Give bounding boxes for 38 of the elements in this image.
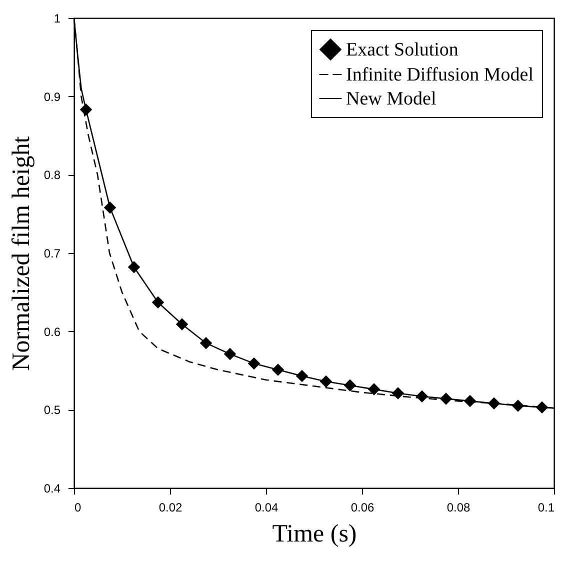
x-tick-label: 0.06 <box>350 500 374 514</box>
legend-label: Exact Solution <box>346 40 459 60</box>
y-tick-label: 0.5 <box>44 403 61 418</box>
x-tick-label: 0.1 <box>538 500 555 514</box>
point <box>224 348 236 360</box>
y-tick-label: 0.9 <box>44 90 61 104</box>
point <box>416 390 428 402</box>
y-axis-title: Normalized film height <box>8 136 35 371</box>
point <box>248 357 260 370</box>
x-tick-label: 0 <box>74 500 82 514</box>
point <box>200 336 212 350</box>
y-tick-label: 0.6 <box>44 324 61 339</box>
y-tick-label: 1 <box>54 12 61 26</box>
point <box>320 375 332 388</box>
point <box>176 318 188 330</box>
legend-label: Infinite Diffusion Model <box>346 64 534 86</box>
legend-label: New Model <box>346 88 436 110</box>
point <box>512 400 524 412</box>
point <box>152 296 164 308</box>
point <box>464 394 476 408</box>
point <box>488 397 500 410</box>
x-axis-title: Time (s) <box>272 520 357 548</box>
y-tick-label: 0.4 <box>44 482 61 496</box>
y-tick-label: 0.7 <box>44 246 61 260</box>
x-tick-label: 0.04 <box>254 500 278 514</box>
point <box>536 401 548 414</box>
point <box>392 387 404 400</box>
point <box>440 392 452 405</box>
point <box>272 364 284 376</box>
point <box>104 201 116 214</box>
point <box>80 104 92 116</box>
point <box>368 383 380 396</box>
point <box>344 379 356 392</box>
point <box>296 370 308 382</box>
x-tick-label: 0.02 <box>158 500 182 514</box>
y-tick-label: 0.8 <box>44 168 61 182</box>
x-tick-label: 0.08 <box>446 500 470 514</box>
point <box>128 260 140 274</box>
